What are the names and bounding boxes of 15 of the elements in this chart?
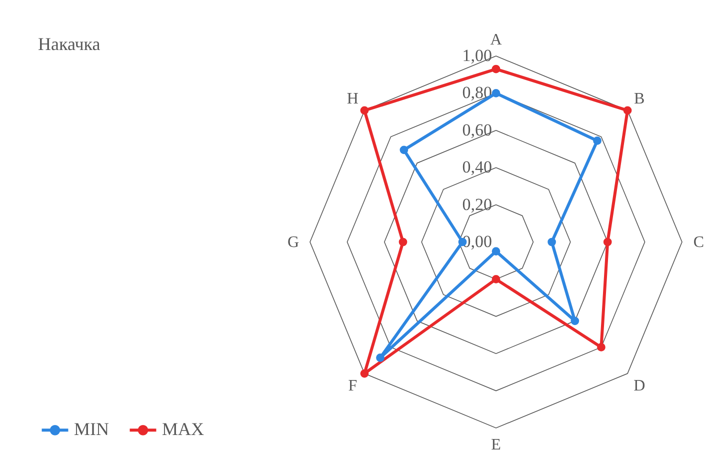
chart-title: Накачка bbox=[38, 34, 100, 54]
spoke-label: D bbox=[634, 377, 646, 394]
spoke-label: C bbox=[693, 234, 704, 251]
legend-label: MIN bbox=[74, 419, 109, 440]
spoke-label: F bbox=[348, 377, 358, 394]
y-tick-label: 0,40 bbox=[462, 158, 492, 177]
spoke-label: E bbox=[491, 436, 501, 454]
y-tick-label: 0,20 bbox=[462, 194, 492, 214]
spoke-label: H bbox=[346, 90, 359, 108]
spoke-label: G bbox=[287, 234, 300, 251]
spoke-label: A bbox=[490, 31, 502, 48]
legend-label: MAX bbox=[162, 419, 204, 440]
y-tick-label: 1,00 bbox=[462, 46, 492, 65]
spoke-label: B bbox=[634, 90, 645, 108]
y-tick-label: 0,60 bbox=[462, 120, 492, 140]
